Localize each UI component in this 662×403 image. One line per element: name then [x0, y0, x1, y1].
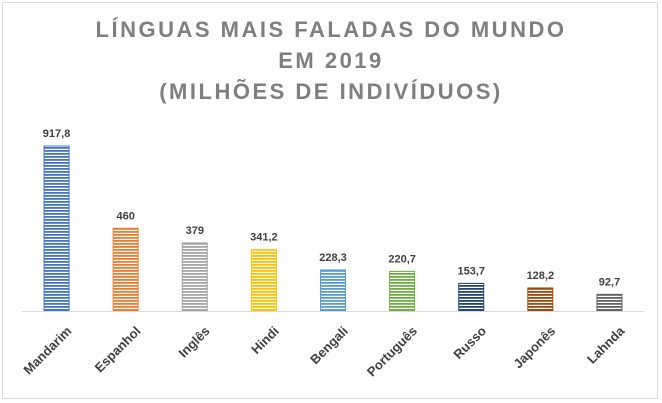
bar-hindi [250, 249, 277, 312]
value-label-russo: 153,7 [457, 265, 485, 277]
bar-português [389, 270, 416, 312]
chart-title-line-3: (MILHÕES DE INDIVÍDUOS) [159, 79, 503, 104]
bar-russo [458, 282, 485, 312]
value-label-português: 220,7 [388, 253, 416, 265]
bar-espanhol [112, 227, 139, 312]
chart-frame [2, 2, 658, 399]
category-label-espanhol: Espanhol [92, 323, 144, 375]
value-label-bengali: 228,3 [319, 252, 347, 264]
value-label-inglês: 379 [186, 225, 204, 237]
bar-japonês [527, 287, 554, 312]
category-label-lahnda: Lahnda [584, 323, 628, 367]
labels-group: 917,8 Mandarim 460 Espanhol 379 Inglês 341,2 Hi… [20, 128, 627, 379]
bar-bengali [320, 269, 346, 312]
category-label-inglês: Inglês [176, 323, 213, 360]
category-label-hindi: Hindi [248, 323, 282, 357]
value-label-japonês: 128,2 [527, 270, 555, 282]
category-label-bengali: Bengali [307, 323, 351, 367]
value-label-mandarim: 917,8 [43, 128, 71, 140]
category-label-russo: Russo [450, 323, 489, 362]
bar-lahnda [596, 293, 623, 312]
category-label-mandarim: Mandarim [20, 323, 74, 377]
bar-inglês [181, 242, 208, 312]
chart-title: LÍNGUAS MAIS FALADAS DO MUNDO EM 2019 (M… [0, 14, 662, 107]
value-label-lahnda: 92,7 [599, 276, 620, 288]
value-label-espanhol: 460 [116, 210, 134, 222]
category-label-português: Português [364, 323, 420, 379]
bars-group [43, 145, 623, 312]
chart-title-line-1: LÍNGUAS MAIS FALADAS DO MUNDO [95, 17, 567, 42]
chart-title-line-2: EM 2019 [278, 48, 384, 73]
value-label-hindi: 341,2 [250, 232, 278, 244]
category-label-japonês: Japonês [510, 323, 558, 371]
bar-mandarim [43, 145, 70, 312]
